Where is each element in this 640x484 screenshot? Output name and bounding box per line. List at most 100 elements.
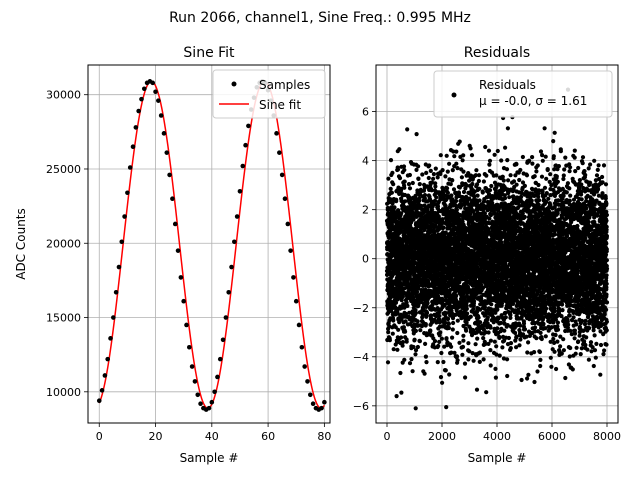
residual-point: [465, 321, 469, 325]
residual-point: [395, 394, 399, 398]
residual-point: [418, 328, 422, 332]
residual-point: [488, 188, 492, 192]
residual-point: [434, 167, 438, 171]
residual-point: [469, 146, 473, 150]
residual-point: [451, 321, 455, 325]
residual-point: [505, 357, 509, 361]
sample-point: [229, 265, 234, 270]
residual-point: [423, 372, 427, 376]
residual-point: [505, 167, 509, 171]
y-tick-label: 25000: [46, 163, 81, 176]
sample-point: [153, 89, 158, 94]
x-tick-label: 6000: [538, 430, 566, 443]
residual-point: [517, 343, 521, 347]
residual-point: [477, 187, 481, 191]
residual-point: [402, 358, 406, 362]
sample-point: [193, 379, 198, 384]
sample-point: [100, 388, 105, 393]
residual-point: [487, 149, 491, 153]
suptitle: Run 2066, channel1, Sine Freq.: 0.995 MH…: [169, 10, 471, 26]
sample-point: [164, 150, 169, 155]
residual-point: [420, 172, 424, 176]
y-tick-label: 20000: [46, 237, 81, 250]
residual-point: [481, 336, 485, 340]
residual-point: [487, 163, 491, 167]
residual-point: [489, 339, 493, 343]
residual-point: [392, 347, 396, 351]
residual-point: [455, 354, 459, 358]
residual-point: [457, 190, 461, 194]
sample-point: [170, 196, 175, 201]
sine-fit-ylabel: ADC Counts: [14, 208, 28, 280]
sample-point: [319, 406, 324, 411]
residual-point: [416, 345, 420, 349]
sample-point: [150, 81, 155, 86]
y-tick-label: 15000: [46, 312, 81, 325]
sample-point: [142, 86, 147, 91]
sample-point: [294, 299, 299, 304]
sine-fit-legend: Samples Sine fit: [213, 70, 325, 118]
residual-point: [481, 190, 485, 194]
x-tick-label: 80: [317, 430, 331, 443]
sample-point: [111, 315, 116, 320]
residual-point: [391, 182, 395, 186]
y-tick-label: 2: [362, 204, 369, 217]
residual-point: [395, 348, 399, 352]
residual-point: [474, 168, 478, 172]
residual-point: [403, 330, 407, 334]
residual-point: [449, 182, 453, 186]
residual-point: [445, 186, 449, 190]
residual-point: [440, 381, 444, 385]
residual-point: [397, 147, 401, 151]
residual-point: [454, 150, 458, 154]
residual-point: [413, 352, 417, 356]
residual-point: [505, 374, 509, 378]
residual-point: [499, 321, 503, 325]
sample-point: [181, 299, 186, 304]
sample-point: [277, 150, 282, 155]
residual-point: [456, 319, 460, 323]
residual-point: [436, 360, 440, 364]
sample-point: [198, 401, 203, 406]
residual-point: [483, 145, 487, 149]
residual-point: [515, 183, 519, 187]
sample-point: [134, 125, 139, 130]
residual-point: [497, 336, 501, 340]
residual-point: [494, 376, 498, 380]
residual-point: [506, 178, 510, 182]
sample-point: [162, 131, 167, 136]
sample-point: [167, 173, 172, 178]
residual-point: [446, 317, 450, 321]
sample-point: [176, 248, 181, 253]
residual-point: [399, 391, 403, 395]
residual-point: [396, 328, 400, 332]
residual-point: [493, 153, 497, 157]
residual-point: [470, 153, 474, 157]
x-tick-label: 0: [384, 430, 391, 443]
residual-point: [423, 342, 427, 346]
residual-point: [453, 203, 457, 207]
sample-point: [97, 398, 102, 403]
sample-point: [235, 214, 240, 219]
residual-point: [436, 344, 440, 348]
residual-point: [513, 331, 517, 335]
x-tick-label: 60: [261, 430, 275, 443]
residual-point: [509, 173, 513, 177]
residual-point: [402, 168, 406, 172]
residual-point: [436, 175, 440, 179]
residual-point: [488, 159, 492, 163]
residual-point: [444, 405, 448, 409]
y-tick-label: 0: [362, 253, 369, 266]
legend-sine-fit-label: Sine fit: [259, 98, 301, 112]
y-tick-label: −6: [353, 400, 369, 413]
residual-point: [437, 340, 441, 344]
residual-point: [408, 361, 412, 365]
residual-point: [493, 367, 497, 371]
sample-point: [179, 275, 184, 280]
residual-point: [463, 362, 467, 366]
residual-point: [489, 363, 493, 367]
residual-point: [454, 199, 458, 203]
residual-point: [484, 174, 488, 178]
